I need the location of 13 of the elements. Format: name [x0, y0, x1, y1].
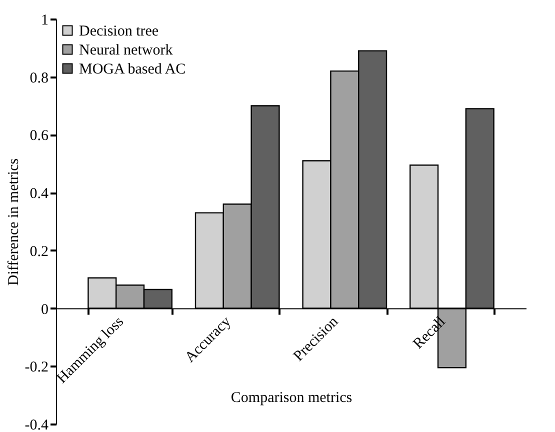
y-tick-label: 0	[41, 302, 48, 318]
y-tick-label: 0.6	[30, 128, 49, 144]
x-axis-title: Comparison metrics	[230, 390, 352, 406]
y-tick-label: -0.2	[24, 360, 48, 376]
legend-label: MOGA based AC	[79, 62, 186, 78]
y-tick-label: 0.2	[30, 244, 48, 260]
y-tick-label: 0.8	[30, 70, 48, 86]
legend-label: Neural network	[79, 42, 174, 58]
y-tick-label: 1	[41, 12, 48, 28]
y-tick-label: 0.4	[30, 186, 49, 202]
legend-label: Decision tree	[79, 24, 159, 40]
y-axis-title: Difference in metrics	[6, 158, 22, 286]
y-tick-label: -0.4	[24, 418, 49, 432]
